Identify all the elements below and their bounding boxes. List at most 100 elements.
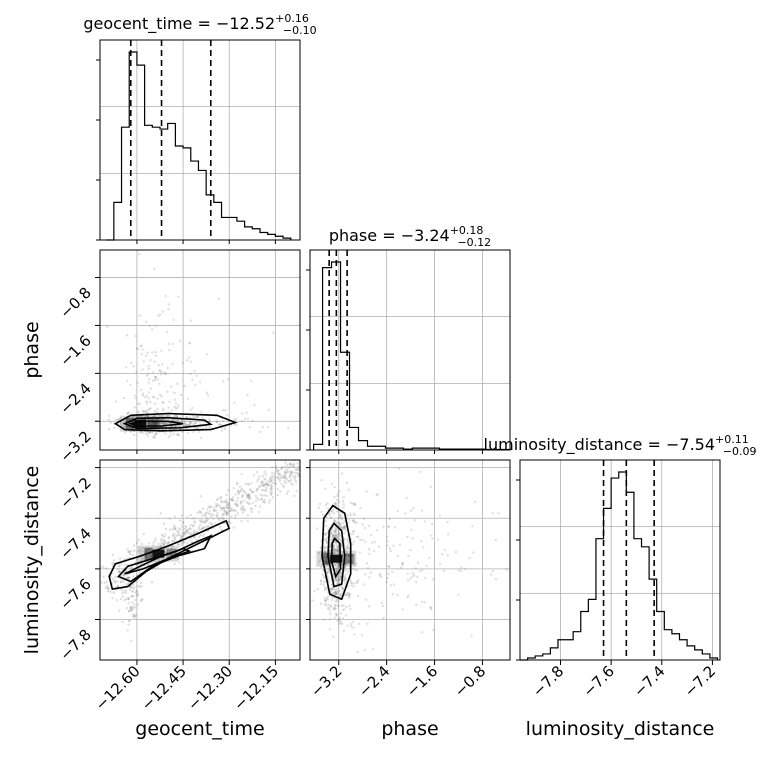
scatter-point xyxy=(343,578,347,581)
scatter-point xyxy=(289,457,291,459)
scatter-point xyxy=(297,464,300,468)
scatter-point xyxy=(364,598,368,601)
scatter-point xyxy=(203,513,207,516)
contour-level-1 xyxy=(122,416,214,430)
scatter-point xyxy=(335,579,338,582)
scatter-point xyxy=(122,590,125,593)
scatter-point xyxy=(353,502,356,506)
scatter-point xyxy=(152,422,156,425)
scatter-point xyxy=(335,568,339,572)
scatter-point xyxy=(340,592,343,596)
scatter-point xyxy=(243,508,246,511)
scatter-point xyxy=(125,366,128,369)
scatter-point xyxy=(329,605,333,608)
scatter-point xyxy=(184,524,187,528)
scatter-point xyxy=(267,408,270,412)
scatter-point xyxy=(226,506,229,510)
scatter-point xyxy=(249,489,252,492)
scatter-point xyxy=(344,563,348,566)
scatter-point xyxy=(311,599,314,602)
scatter-point xyxy=(215,505,218,509)
scatter-point xyxy=(335,570,339,573)
scatter-point xyxy=(195,415,199,418)
scatter-point xyxy=(236,489,239,492)
scatter-point xyxy=(296,454,298,456)
scatter-point xyxy=(176,418,180,422)
scatter-point xyxy=(224,500,227,504)
scatter-point xyxy=(361,523,364,526)
scatter-point xyxy=(241,494,244,498)
contour-level-0 xyxy=(321,504,352,601)
scatter-point xyxy=(180,419,184,423)
scatter-point xyxy=(406,579,410,582)
scatter-point xyxy=(494,538,498,542)
scatter-point xyxy=(202,520,206,523)
scatter-point xyxy=(133,614,136,617)
scatter-point xyxy=(215,514,219,517)
scatter-point xyxy=(378,572,382,576)
scatter-point xyxy=(171,540,175,543)
scatter-point xyxy=(140,388,143,392)
scatter-point xyxy=(220,499,223,503)
scatter-point xyxy=(269,493,273,496)
scatter-point xyxy=(291,456,293,458)
scatter-point xyxy=(170,385,173,388)
scatter-point xyxy=(128,607,132,610)
panel-frame xyxy=(99,459,301,661)
scatter-point xyxy=(333,530,336,533)
scatter-point xyxy=(335,600,338,603)
scatter-point xyxy=(337,573,340,576)
scatter-point xyxy=(121,620,124,624)
scatter-point xyxy=(205,519,208,522)
scatter-point xyxy=(152,415,156,418)
scatter-point xyxy=(180,534,183,538)
scatter-point xyxy=(363,526,366,530)
scatter-point xyxy=(177,532,181,535)
x-tick-label: −12.15 xyxy=(230,662,282,714)
scatter-point xyxy=(208,420,211,423)
scatter-point xyxy=(333,608,336,611)
scatter-layer xyxy=(100,253,508,654)
scatter-point xyxy=(148,324,151,328)
scatter-point xyxy=(140,542,144,546)
scatter-point xyxy=(336,494,340,498)
scatter-point xyxy=(133,616,137,619)
scatter-point xyxy=(387,525,390,529)
scatter-point xyxy=(147,381,150,384)
scatter-point xyxy=(189,319,193,322)
scatter-point xyxy=(157,542,160,546)
scatter-point xyxy=(124,563,127,566)
scatter-point xyxy=(156,397,159,400)
scatter-point xyxy=(182,540,186,544)
scatter-point xyxy=(271,465,274,469)
scatter-point xyxy=(333,552,336,555)
scatter-point xyxy=(330,583,334,587)
scatter-point xyxy=(336,550,339,553)
scatter-point xyxy=(173,537,176,540)
scatter-point xyxy=(423,576,427,580)
scatter-point xyxy=(446,554,449,557)
scatter-point xyxy=(172,419,175,422)
scatter-point xyxy=(168,517,171,520)
scatter-point xyxy=(147,418,150,421)
scatter-point xyxy=(489,573,493,576)
scatter-point xyxy=(157,422,161,425)
scatter-point xyxy=(150,328,154,331)
scatter-point xyxy=(339,523,342,526)
scatter-point xyxy=(181,521,185,525)
scatter-point xyxy=(174,527,177,530)
scatter-point xyxy=(122,574,125,577)
scatter-point xyxy=(222,518,225,522)
scatter-point xyxy=(416,561,420,564)
scatter-point xyxy=(199,511,202,514)
scatter-point xyxy=(174,402,178,405)
scatter-point xyxy=(199,534,202,537)
scatter-point xyxy=(166,414,170,417)
scatter-point xyxy=(148,430,151,434)
scatter-point xyxy=(170,547,173,551)
scatter-point xyxy=(132,365,135,368)
scatter-point xyxy=(263,482,267,486)
scatter-point xyxy=(336,547,339,550)
scatter-point xyxy=(227,501,231,504)
scatter-point xyxy=(276,471,280,474)
